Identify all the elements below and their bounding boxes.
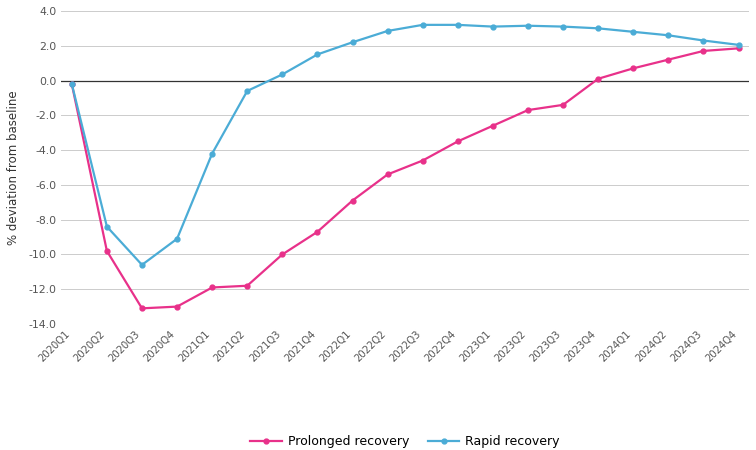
- Prolonged recovery: [559, 102, 568, 108]
- Line: Rapid recovery: Rapid recovery: [70, 22, 741, 267]
- Rapid recovery: [699, 38, 708, 43]
- Rapid recovery: [593, 26, 603, 31]
- Prolonged recovery: [172, 304, 181, 309]
- Rapid recovery: [67, 81, 76, 87]
- Rapid recovery: [488, 24, 497, 29]
- Prolonged recovery: [208, 285, 217, 290]
- Rapid recovery: [523, 23, 532, 28]
- Prolonged recovery: [138, 306, 147, 311]
- Rapid recovery: [277, 72, 287, 77]
- Rapid recovery: [454, 22, 463, 27]
- Prolonged recovery: [523, 108, 532, 113]
- Prolonged recovery: [454, 139, 463, 144]
- Prolonged recovery: [348, 198, 357, 203]
- Prolonged recovery: [243, 283, 252, 288]
- Prolonged recovery: [488, 123, 497, 128]
- Rapid recovery: [313, 52, 322, 57]
- Rapid recovery: [418, 22, 427, 27]
- Rapid recovery: [348, 40, 357, 45]
- Rapid recovery: [138, 262, 147, 268]
- Rapid recovery: [102, 224, 111, 230]
- Prolonged recovery: [383, 172, 392, 177]
- Rapid recovery: [208, 151, 217, 156]
- Prolonged recovery: [664, 57, 673, 63]
- Rapid recovery: [243, 88, 252, 94]
- Legend: Prolonged recovery, Rapid recovery: Prolonged recovery, Rapid recovery: [246, 431, 565, 450]
- Rapid recovery: [172, 236, 181, 242]
- Prolonged recovery: [277, 252, 287, 257]
- Rapid recovery: [734, 42, 743, 48]
- Prolonged recovery: [67, 81, 76, 87]
- Prolonged recovery: [593, 76, 603, 81]
- Rapid recovery: [559, 24, 568, 29]
- Rapid recovery: [383, 28, 392, 34]
- Prolonged recovery: [629, 66, 638, 71]
- Prolonged recovery: [734, 45, 743, 51]
- Prolonged recovery: [313, 229, 322, 234]
- Rapid recovery: [629, 29, 638, 35]
- Prolonged recovery: [418, 158, 427, 163]
- Line: Prolonged recovery: Prolonged recovery: [70, 46, 741, 311]
- Prolonged recovery: [699, 48, 708, 54]
- Rapid recovery: [664, 32, 673, 38]
- Prolonged recovery: [102, 248, 111, 254]
- Y-axis label: % deviation from baseline: % deviation from baseline: [7, 90, 20, 245]
